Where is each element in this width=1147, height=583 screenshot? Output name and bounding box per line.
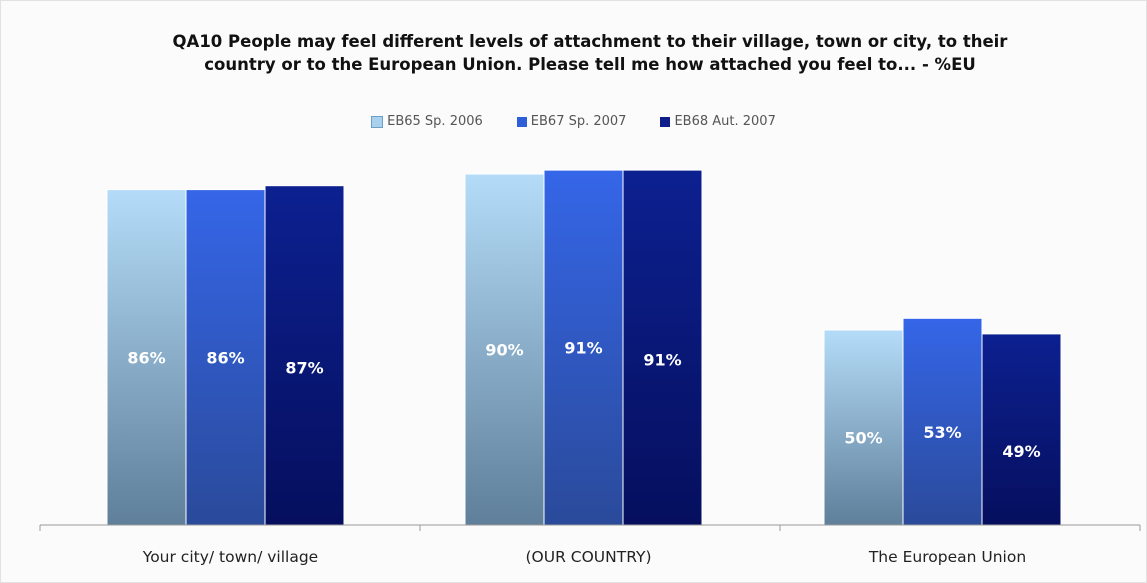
- bar-value-label: 86%: [206, 348, 244, 367]
- legend-label-eb65: EB65 Sp. 2006: [387, 114, 483, 129]
- bar-our-country-series-2: [543, 169, 624, 526]
- category-label-your-city-town-village: Your city/ town/ village: [142, 548, 318, 566]
- bar-value-label: 87%: [285, 358, 323, 377]
- legend-swatch-eb67: [516, 116, 527, 127]
- legend-item-eb67: EB67 Sp. 2007: [516, 114, 627, 129]
- bar-your-city-town-village-series-2: [185, 189, 266, 526]
- legend-label-eb67: EB67 Sp. 2007: [530, 114, 627, 129]
- bar-your-city-town-village-series-3: [264, 185, 345, 526]
- bar-value-label: 90%: [485, 341, 523, 360]
- chart-legend: EB65 Sp. 2006 EB67 Sp. 2007 EB68 Aut. 20…: [0, 114, 1147, 129]
- bar-your-city-town-village-series-1: [106, 189, 187, 526]
- bar-value-label: 53%: [923, 423, 961, 442]
- legend-item-eb65: EB65 Sp. 2006: [371, 114, 483, 129]
- bar-value-label: 49%: [1002, 442, 1040, 461]
- bar-value-label: 50%: [844, 428, 882, 447]
- legend-item-eb68: EB68 Aut. 2007: [660, 114, 776, 129]
- bar-our-country-series-1: [464, 173, 545, 526]
- bar-value-label: 91%: [643, 351, 681, 370]
- legend-swatch-eb65: [371, 115, 384, 128]
- bar-the-european-union-series-3: [981, 333, 1062, 526]
- bar-the-european-union-series-2: [902, 317, 983, 526]
- chart-title: QA10 People may feel different levels of…: [172, 32, 1008, 74]
- bar-our-country-series-3: [622, 169, 703, 526]
- legend-label-eb68: EB68 Aut. 2007: [674, 114, 776, 129]
- category-label-our-country: (OUR COUNTRY): [525, 548, 651, 566]
- legend-swatch-eb68: [660, 116, 671, 127]
- bar-value-label: 86%: [127, 348, 165, 367]
- category-label-the-european-union: The European Union: [868, 548, 1026, 566]
- bar-value-label: 91%: [564, 339, 602, 358]
